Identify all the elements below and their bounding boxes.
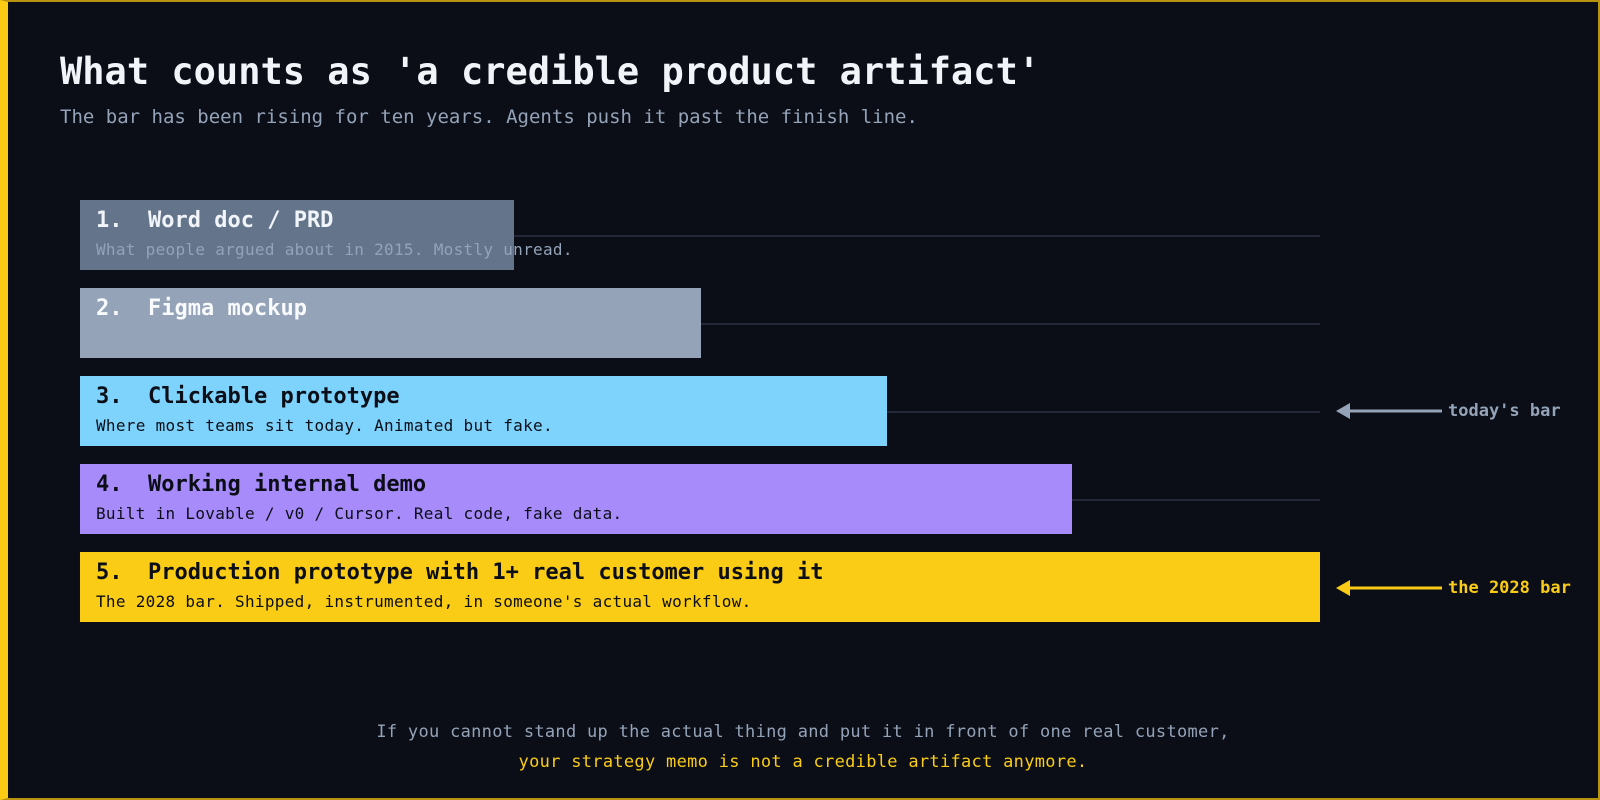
level-description: What people argued about in 2015. Mostly…: [96, 240, 573, 259]
level-bar: 1. Word doc / PRD What people argued abo…: [80, 200, 572, 270]
level-description: Where most teams sit today. Animated but…: [96, 416, 553, 435]
level-number: 5.: [96, 560, 123, 585]
marker-arrow: [1336, 403, 1442, 419]
guide-line: [514, 235, 1320, 237]
level-number: 1.: [96, 208, 123, 233]
level-bar: 5. Production prototype with 1+ real cus…: [80, 552, 1320, 622]
level-bar: 4. Working internal demo Built in Lovabl…: [80, 464, 1072, 534]
level-label: Production prototype with 1+ real custom…: [148, 560, 824, 585]
level-label: Clickable prototype: [148, 384, 400, 409]
title: What counts as 'a credible product artif…: [60, 50, 1041, 93]
marker-arrow: [1336, 580, 1442, 596]
marker-label: the 2028 bar: [1448, 578, 1571, 598]
guide-line: [1072, 499, 1320, 501]
level-label: Figma mockup: [148, 296, 307, 321]
footer-line: your strategy memo is not a credible art…: [518, 752, 1088, 772]
subtitle: The bar has been rising for ten years. A…: [60, 106, 918, 128]
level-bar: 2. Figma mockup: [80, 288, 701, 358]
level-label: Word doc / PRD: [148, 208, 334, 233]
marker-label: today's bar: [1448, 401, 1561, 421]
guide-line: [701, 323, 1320, 325]
level-description: The 2028 bar. Shipped, instrumented, in …: [96, 592, 752, 611]
level-number: 4.: [96, 472, 123, 497]
footer-line: If you cannot stand up the actual thing …: [376, 722, 1230, 742]
guide-line: [887, 411, 1320, 413]
level-number: 3.: [96, 384, 123, 409]
level-label: Working internal demo: [148, 472, 427, 497]
level-description: Built in Lovable / v0 / Cursor. Real cod…: [96, 504, 623, 523]
level-number: 2.: [96, 296, 123, 321]
level-bar: 3. Clickable prototype Where most teams …: [80, 376, 887, 446]
